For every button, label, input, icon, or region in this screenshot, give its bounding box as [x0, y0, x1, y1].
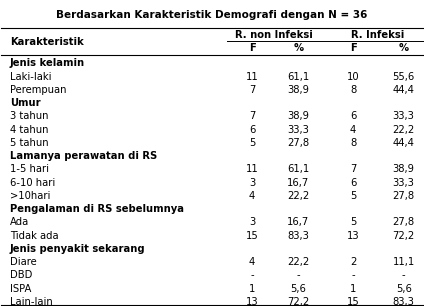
Text: F: F: [350, 43, 357, 53]
Text: 61,1: 61,1: [287, 72, 310, 82]
Text: 83,3: 83,3: [287, 231, 309, 241]
Text: 5: 5: [350, 217, 356, 227]
Text: 33,3: 33,3: [287, 125, 309, 135]
Text: Umur: Umur: [10, 98, 40, 108]
Text: 38,9: 38,9: [393, 164, 415, 174]
Text: 27,8: 27,8: [393, 191, 415, 201]
Text: 72,2: 72,2: [393, 231, 415, 241]
Text: 83,3: 83,3: [393, 297, 415, 306]
Text: 6-10 hari: 6-10 hari: [10, 177, 55, 188]
Text: -: -: [250, 270, 254, 280]
Text: 5,6: 5,6: [290, 284, 306, 293]
Text: 22,2: 22,2: [393, 125, 415, 135]
Text: 5,6: 5,6: [396, 284, 412, 293]
Text: 11,1: 11,1: [393, 257, 415, 267]
Text: %: %: [399, 43, 409, 53]
Text: 4 tahun: 4 tahun: [10, 125, 48, 135]
Text: 5: 5: [350, 191, 356, 201]
Text: 44,4: 44,4: [393, 138, 415, 148]
Text: 6: 6: [249, 125, 255, 135]
Text: R. non Infeksi: R. non Infeksi: [235, 30, 313, 40]
Text: 22,2: 22,2: [287, 191, 310, 201]
Text: R. Infeksi: R. Infeksi: [351, 30, 404, 40]
Text: Lain-lain: Lain-lain: [10, 297, 53, 306]
Text: 10: 10: [347, 72, 360, 82]
Text: Pengalaman di RS sebelumnya: Pengalaman di RS sebelumnya: [10, 204, 184, 214]
Text: -: -: [296, 270, 300, 280]
Text: 15: 15: [245, 231, 258, 241]
Text: 27,8: 27,8: [393, 217, 415, 227]
Text: Lamanya perawatan di RS: Lamanya perawatan di RS: [10, 151, 157, 161]
Text: 5 tahun: 5 tahun: [10, 138, 48, 148]
Text: 3: 3: [249, 217, 255, 227]
Text: Laki-laki: Laki-laki: [10, 72, 51, 82]
Text: 4: 4: [249, 257, 255, 267]
Text: 13: 13: [347, 231, 360, 241]
Text: ISPA: ISPA: [10, 284, 31, 293]
Text: 44,4: 44,4: [393, 85, 415, 95]
Text: DBD: DBD: [10, 270, 32, 280]
Text: 61,1: 61,1: [287, 164, 310, 174]
Text: 3: 3: [249, 177, 255, 188]
Text: Ada: Ada: [10, 217, 29, 227]
Text: 8: 8: [350, 85, 356, 95]
Text: 6: 6: [350, 177, 356, 188]
Text: 7: 7: [350, 164, 356, 174]
Text: 13: 13: [245, 297, 258, 306]
Text: 22,2: 22,2: [287, 257, 310, 267]
Text: 11: 11: [245, 164, 258, 174]
Text: 3 tahun: 3 tahun: [10, 111, 48, 121]
Text: Karakteristik: Karakteristik: [10, 36, 84, 47]
Text: 5: 5: [249, 138, 255, 148]
Text: Jenis kelamin: Jenis kelamin: [10, 58, 85, 68]
Text: 2: 2: [350, 257, 356, 267]
Text: 4: 4: [249, 191, 255, 201]
Text: 33,3: 33,3: [393, 111, 415, 121]
Text: 7: 7: [249, 85, 255, 95]
Text: 72,2: 72,2: [287, 297, 310, 306]
Text: 8: 8: [350, 138, 356, 148]
Text: 55,6: 55,6: [393, 72, 415, 82]
Text: 1: 1: [249, 284, 255, 293]
Text: 1: 1: [350, 284, 356, 293]
Text: 1-5 hari: 1-5 hari: [10, 164, 49, 174]
Text: %: %: [293, 43, 304, 53]
Text: 16,7: 16,7: [287, 177, 310, 188]
Text: 38,9: 38,9: [287, 85, 310, 95]
Text: 7: 7: [249, 111, 255, 121]
Text: 38,9: 38,9: [287, 111, 310, 121]
Text: 15: 15: [347, 297, 360, 306]
Text: 27,8: 27,8: [287, 138, 310, 148]
Text: 6: 6: [350, 111, 356, 121]
Text: F: F: [248, 43, 255, 53]
Text: -: -: [351, 270, 355, 280]
Text: Berdasarkan Karakteristik Demografi dengan N = 36: Berdasarkan Karakteristik Demografi deng…: [56, 10, 368, 20]
Text: Tidak ada: Tidak ada: [10, 231, 59, 241]
Text: 16,7: 16,7: [287, 217, 310, 227]
Text: >10hari: >10hari: [10, 191, 50, 201]
Text: Perempuan: Perempuan: [10, 85, 66, 95]
Text: Diare: Diare: [10, 257, 36, 267]
Text: 11: 11: [245, 72, 258, 82]
Text: -: -: [402, 270, 405, 280]
Text: 4: 4: [350, 125, 356, 135]
Text: Jenis penyakit sekarang: Jenis penyakit sekarang: [10, 244, 145, 254]
Text: 33,3: 33,3: [393, 177, 415, 188]
